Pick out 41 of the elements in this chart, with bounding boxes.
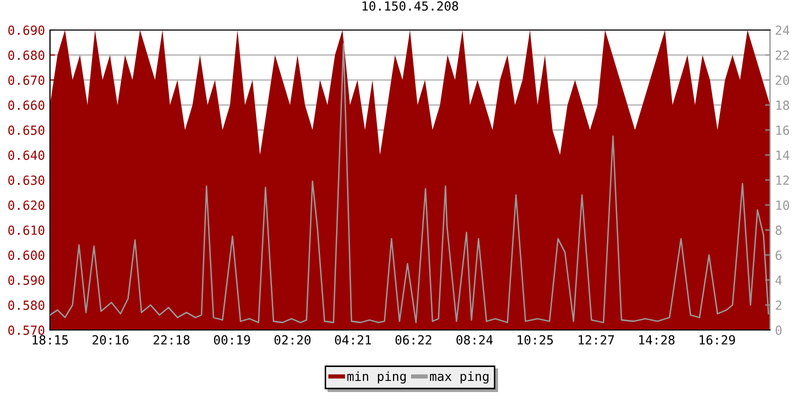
x-tick-label: 10:25 <box>518 335 553 345</box>
x-tick-label: 00:19 <box>214 335 250 345</box>
y-tick-label: 0.640 <box>8 150 44 160</box>
y2-tick-label: 8 <box>776 226 782 235</box>
y-tick-label: 0.580 <box>8 300 44 310</box>
y2-tick-label: 4 <box>775 276 782 285</box>
y-tick-label: 0.670 <box>8 76 44 85</box>
y-tick-label: 0.600 <box>8 250 44 260</box>
x-tick-label: 22:18 <box>154 335 190 345</box>
y2-tick-label: 10 <box>776 200 790 210</box>
x-tick-label: 14:28 <box>639 335 675 345</box>
y2-tick-label: 16 <box>776 126 790 135</box>
y-tick-label: 0.660 <box>8 100 44 110</box>
y2-tick-label: 12 <box>776 176 789 185</box>
y-tick-label: 0.610 <box>8 226 44 235</box>
legend-label: max ping <box>430 371 488 384</box>
y2-tick-label: 0 <box>776 326 782 335</box>
y2-tick-label: 14 <box>776 150 790 160</box>
x-tick-label: 02:20 <box>274 335 311 345</box>
y-tick-label: 0.590 <box>8 276 44 285</box>
y-tick-label: 0.690 <box>8 26 44 35</box>
y2-tick-label: 20 <box>776 76 790 85</box>
x-tick-label: 20:16 <box>92 335 129 345</box>
x-tick-label: 08:24 <box>456 335 493 345</box>
y2-tick-label: 6 <box>776 250 782 260</box>
y2-tick-label: 22 <box>776 50 789 60</box>
chart-title: 10.150.45.208 <box>362 1 458 11</box>
y2-tick-label: 2 <box>776 300 782 310</box>
y-tick-label: 0.570 <box>8 326 44 335</box>
legend-label: min ping <box>347 371 406 384</box>
x-tick-label: 04:21 <box>335 335 371 345</box>
y2-tick-label: 24 <box>776 26 790 35</box>
x-tick-label: 12:27 <box>578 335 614 344</box>
y-tick-label: 0.620 <box>8 200 44 210</box>
y-tick-label: 0.650 <box>8 126 44 135</box>
y-tick-label: 0.630 <box>8 176 44 185</box>
x-tick-label: 16:29 <box>700 335 735 345</box>
x-tick-label: 06:22 <box>396 335 432 345</box>
y-tick-label: 0.680 <box>8 50 44 60</box>
y2-tick-label: 18 <box>776 100 790 110</box>
x-tick-label: 18:15 <box>32 335 68 345</box>
